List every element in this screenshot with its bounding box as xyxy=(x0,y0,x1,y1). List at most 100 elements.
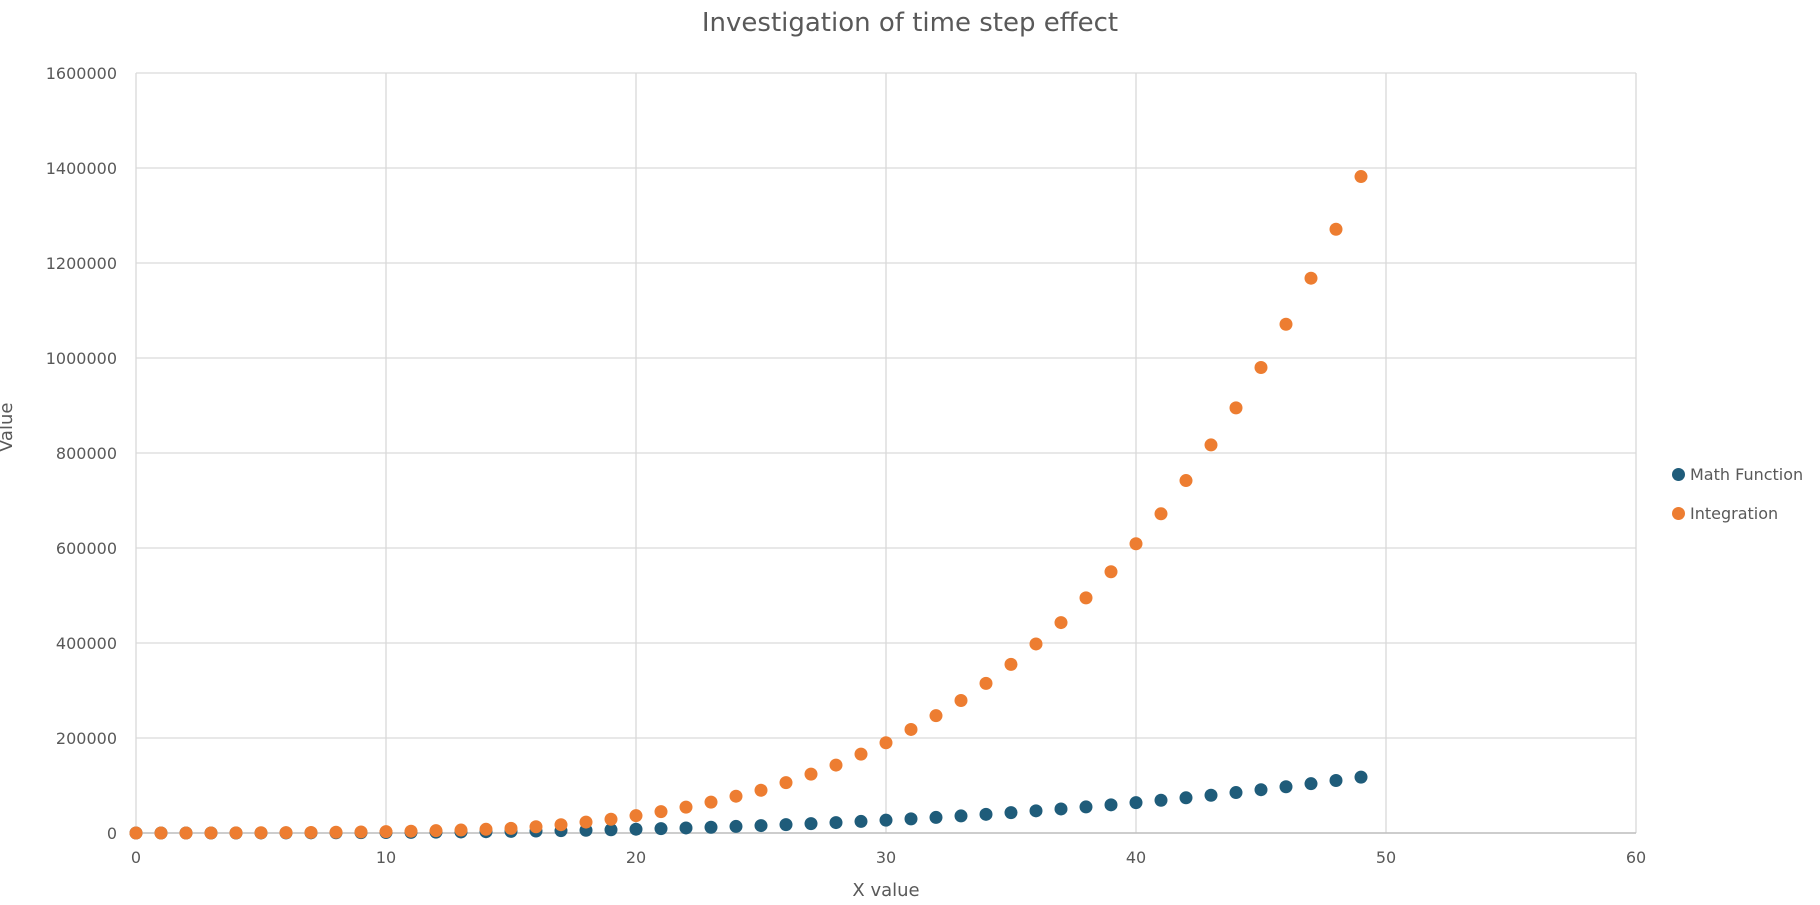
data-point-math-function xyxy=(729,819,743,833)
data-point-integration xyxy=(1304,271,1318,285)
data-point-integration xyxy=(1104,565,1118,579)
data-point-math-function xyxy=(654,822,668,836)
data-point-math-function xyxy=(779,818,793,832)
data-point-math-function xyxy=(1104,798,1118,812)
data-point-integration xyxy=(404,824,418,838)
data-point-integration xyxy=(1129,537,1143,551)
data-point-integration xyxy=(879,736,893,750)
data-point-integration xyxy=(329,825,343,839)
data-point-integration xyxy=(554,818,568,832)
legend-label: Math Function xyxy=(1690,465,1804,484)
data-point-math-function xyxy=(1329,773,1343,787)
data-point-integration xyxy=(1279,317,1293,331)
legend-item-math-function: Math Function xyxy=(1672,455,1803,494)
data-point-integration xyxy=(429,824,443,838)
data-point-math-function xyxy=(954,809,968,823)
data-point-integration xyxy=(379,825,393,839)
data-point-integration xyxy=(679,800,693,814)
x-tick-label: 0 xyxy=(131,848,141,867)
data-point-math-function xyxy=(1004,806,1018,820)
data-point-math-function xyxy=(1054,802,1068,816)
data-point-integration xyxy=(229,826,243,840)
legend-marker xyxy=(1672,468,1685,481)
data-point-integration xyxy=(1004,657,1018,671)
y-tick-label: 800000 xyxy=(56,444,117,463)
data-point-math-function xyxy=(679,821,693,835)
legend-item-integration: Integration xyxy=(1672,494,1803,533)
data-point-math-function xyxy=(604,823,618,837)
data-point-integration xyxy=(779,776,793,790)
data-point-integration xyxy=(304,825,318,839)
data-point-math-function xyxy=(829,816,843,830)
y-tick-label: 1400000 xyxy=(46,159,117,178)
data-point-integration xyxy=(1029,637,1043,651)
x-tick-label: 30 xyxy=(876,848,896,867)
y-tick-label: 200000 xyxy=(56,729,117,748)
data-point-integration xyxy=(179,826,193,840)
data-point-math-function xyxy=(1304,777,1318,791)
chart-title: Investigation of time step effect xyxy=(701,8,1119,38)
data-point-math-function xyxy=(1254,783,1268,797)
data-point-math-function xyxy=(1179,791,1193,805)
data-point-integration xyxy=(1329,222,1343,236)
data-point-math-function xyxy=(979,807,993,821)
data-point-math-function xyxy=(1129,796,1143,810)
data-point-integration xyxy=(829,758,843,772)
data-point-integration xyxy=(854,747,868,761)
data-point-math-function xyxy=(904,812,918,826)
data-point-integration xyxy=(154,826,168,840)
data-point-math-function xyxy=(1354,770,1368,784)
data-point-integration xyxy=(354,825,368,839)
data-point-math-function xyxy=(1154,793,1168,807)
data-point-math-function xyxy=(1204,788,1218,802)
data-point-integration xyxy=(254,826,268,840)
data-point-integration xyxy=(804,767,818,781)
data-point-integration xyxy=(1229,401,1243,415)
data-point-integration xyxy=(1054,616,1068,630)
data-point-integration xyxy=(479,822,493,836)
data-point-integration xyxy=(704,795,718,809)
data-point-math-function xyxy=(929,810,943,824)
data-point-integration xyxy=(129,826,143,840)
data-point-integration xyxy=(529,820,543,834)
y-tick-label: 400000 xyxy=(56,634,117,653)
legend-label: Integration xyxy=(1690,504,1779,523)
data-point-math-function xyxy=(629,822,643,836)
x-tick-label: 10 xyxy=(376,848,396,867)
y-tick-label: 600000 xyxy=(56,539,117,558)
data-point-math-function xyxy=(1279,780,1293,794)
data-point-integration xyxy=(1354,170,1368,184)
data-point-integration xyxy=(204,826,218,840)
data-point-integration xyxy=(754,783,768,797)
y-tick-label: 1600000 xyxy=(46,64,117,83)
data-point-integration xyxy=(504,821,518,835)
data-point-integration xyxy=(1204,438,1218,452)
x-tick-label: 20 xyxy=(626,848,646,867)
data-point-math-function xyxy=(1229,786,1243,800)
y-tick-label: 0 xyxy=(107,824,117,843)
data-point-integration xyxy=(654,805,668,819)
data-point-integration xyxy=(929,709,943,723)
data-point-math-function xyxy=(854,814,868,828)
x-tick-label: 60 xyxy=(1626,848,1646,867)
data-point-integration xyxy=(1254,361,1268,374)
y-tick-label: 1200000 xyxy=(46,254,117,273)
data-point-math-function xyxy=(704,820,718,834)
data-point-math-function xyxy=(1029,804,1043,818)
data-point-integration xyxy=(729,789,743,803)
data-point-math-function xyxy=(804,817,818,831)
data-point-integration xyxy=(1079,591,1093,605)
data-point-integration xyxy=(579,815,593,829)
data-point-math-function xyxy=(879,813,893,827)
data-point-math-function xyxy=(754,819,768,833)
data-point-integration xyxy=(279,826,293,840)
data-point-integration xyxy=(1179,474,1193,488)
data-point-integration xyxy=(954,693,968,707)
data-point-integration xyxy=(979,676,993,690)
x-tick-label: 50 xyxy=(1376,848,1396,867)
data-point-integration xyxy=(904,722,918,736)
data-point-integration xyxy=(454,823,468,837)
data-point-integration xyxy=(1154,507,1168,521)
